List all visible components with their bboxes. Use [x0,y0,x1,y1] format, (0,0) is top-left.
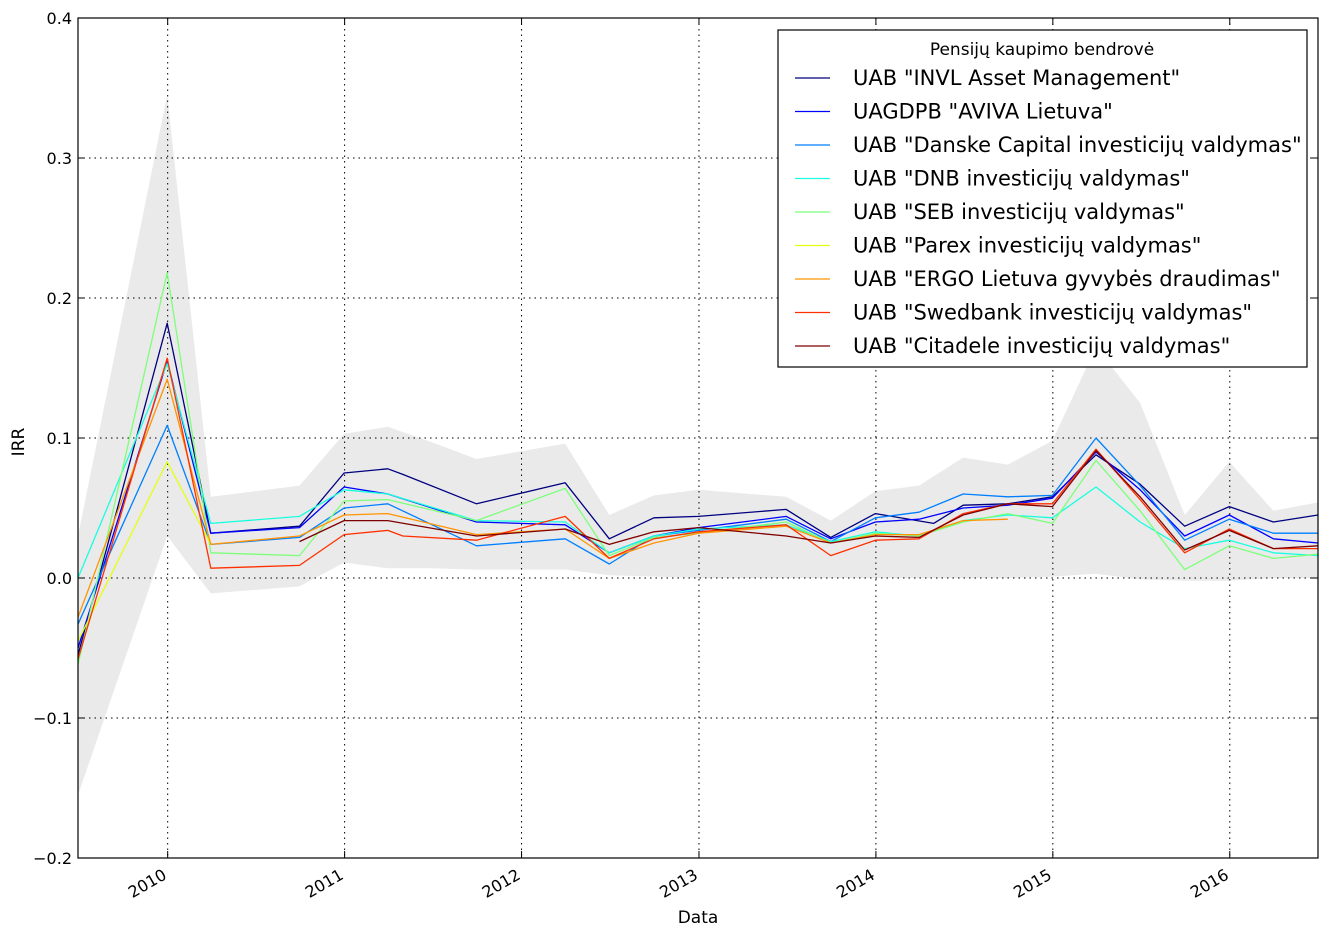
series-lines [77,272,1319,665]
legend-box [777,29,1308,368]
y-tick-label: 0.2 [47,289,72,308]
x-axis-label: Data [678,908,719,928]
legend-label: UAB "SEB investicijų valdymas" [853,200,1185,224]
legend-title: Pensijų kaupimo bendrovė [930,40,1154,60]
legend-label: UAB "DNB investicijų valdymas" [853,167,1190,191]
series-line [77,424,1318,625]
legend-entries: UAB "INVL Asset Management" UAGDPB "AVIVA… [795,66,1302,358]
legend-label: UAB "Danske Capital investicijų valdymas… [853,133,1302,157]
y-tick-label: 0.1 [47,429,72,448]
y-axis-label: IRR [9,427,29,456]
legend: Pensijų kaupimo bendrovė UAB "INVL Asset… [777,29,1308,368]
range-band-area [78,95,1318,795]
legend-label: UAB "Parex investicijų valdymas" [853,234,1201,258]
legend-label: UAB "ERGO Lietuva gyvybės draudimas" [853,267,1281,291]
y-tick-label: 0.0 [47,569,72,588]
legend-label: UAGDPB "AVIVA Lietuva" [853,100,1113,124]
legend-label: UAB "Swedbank investicijų valdymas" [853,301,1252,325]
series-line [299,449,1319,551]
series-line [77,461,212,642]
series-line [77,357,1318,660]
grid [78,18,1318,858]
y-tick-label: −0.1 [33,709,72,728]
legend-label: UAB "Citadele investicijų valdymas" [853,334,1230,358]
legend-label: UAB "INVL Asset Management" [853,66,1180,90]
y-tick-label: −0.2 [33,849,72,868]
y-tick-label: 0.3 [47,149,72,168]
series-line [77,272,1319,665]
range-band [78,95,1318,795]
y-tick-label: 0.4 [47,9,72,28]
series-line [77,322,1319,656]
